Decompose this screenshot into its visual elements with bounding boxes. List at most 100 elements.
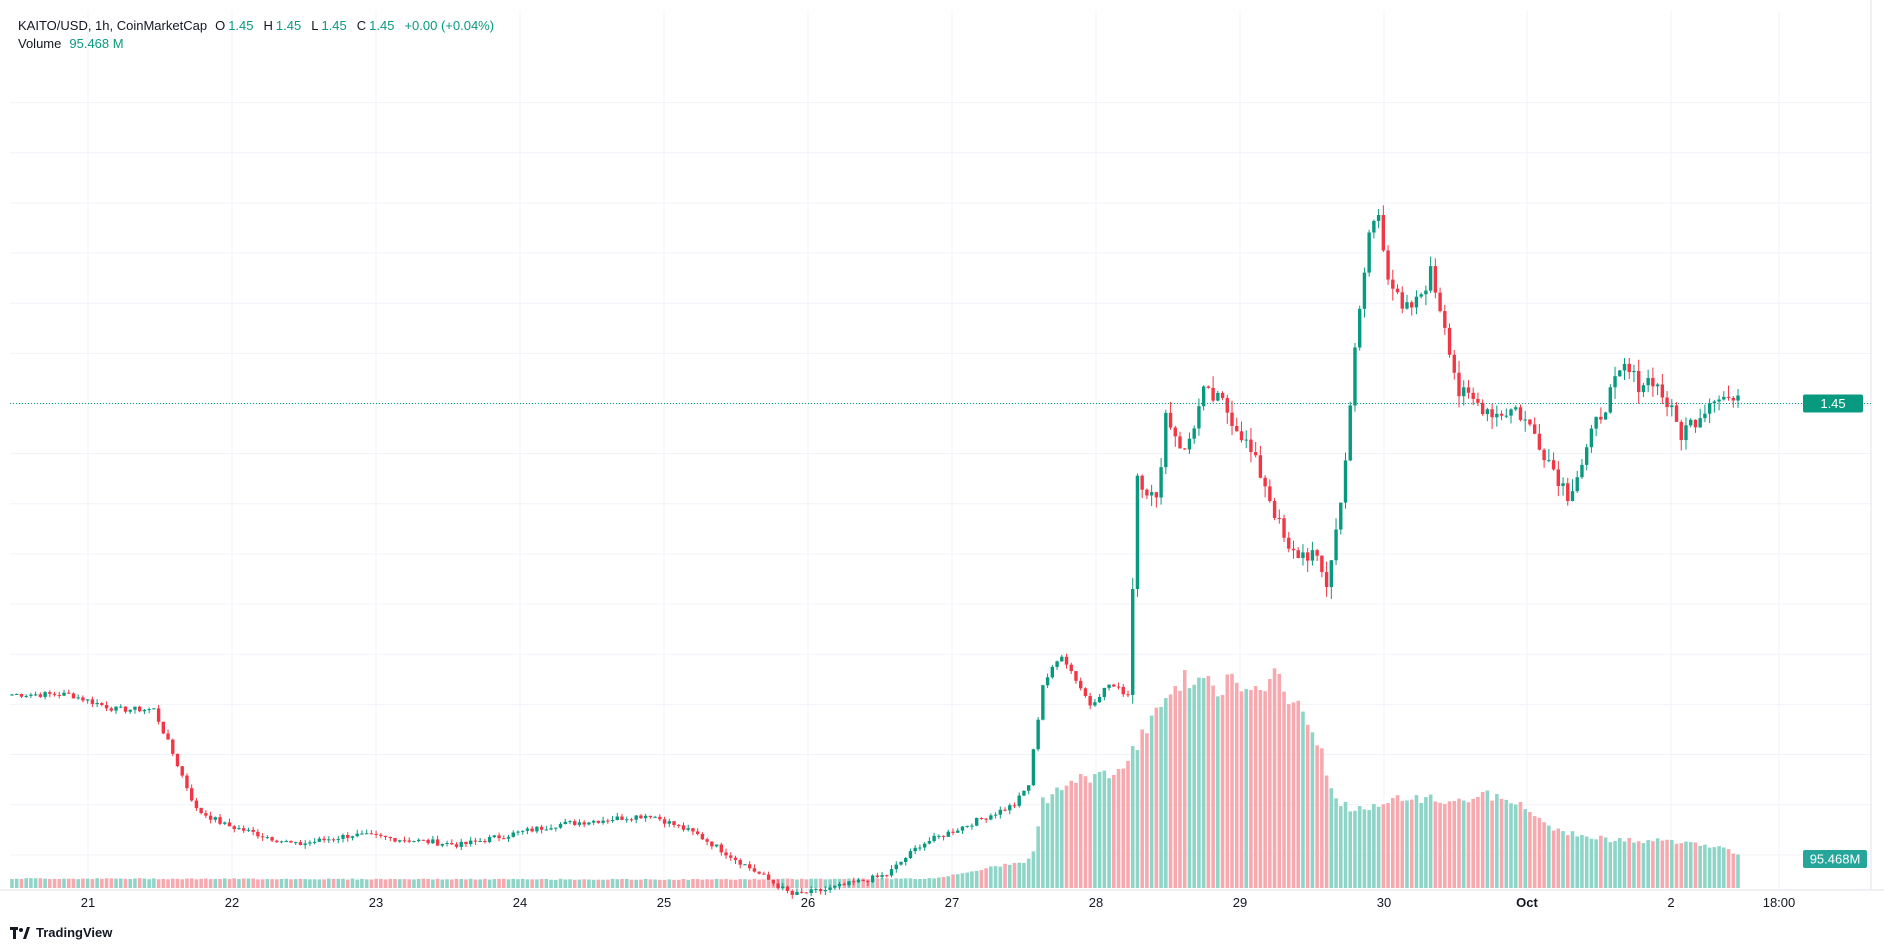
candle-body: [899, 862, 903, 865]
candle-body: [464, 841, 468, 845]
candle-body: [497, 835, 501, 839]
candle-body: [502, 838, 506, 840]
candle-body: [1287, 537, 1291, 549]
volume-bar: [828, 879, 832, 888]
candle-body: [487, 837, 492, 843]
volume-bar: [1736, 854, 1740, 888]
legend-symbol[interactable]: KAITO/USD, 1h, CoinMarketCap: [18, 18, 208, 33]
volume-bar: [1059, 790, 1064, 888]
volume-bar: [1400, 801, 1405, 888]
candle-body: [100, 703, 104, 705]
candle-body: [440, 843, 445, 846]
volume-bar: [1149, 715, 1154, 888]
volume-bar: [24, 878, 28, 888]
candle-body: [970, 825, 974, 827]
volume-bar: [506, 879, 511, 888]
volume-bar: [1230, 673, 1234, 888]
volume-bar: [572, 879, 577, 888]
candle-body: [289, 841, 293, 843]
volume-bar: [1447, 801, 1452, 888]
volume-bar: [1688, 842, 1693, 888]
candle-body: [1235, 426, 1239, 432]
candle-body: [421, 839, 426, 841]
volume-bar: [804, 879, 809, 888]
volume-bar: [1698, 845, 1702, 888]
candle-body: [719, 844, 724, 853]
volume-bar: [1268, 678, 1272, 888]
candle-body: [327, 839, 331, 841]
volume-bar: [1405, 800, 1409, 888]
volume-bar: [606, 879, 610, 888]
candle-body: [1424, 290, 1428, 295]
candle-body: [1041, 685, 1045, 720]
volume-bar: [700, 879, 705, 888]
candle-body: [1414, 296, 1419, 308]
volume-bar: [1679, 843, 1684, 888]
volume-bar: [308, 879, 312, 888]
last-volume-badge: [1803, 850, 1867, 868]
candle-body: [133, 706, 137, 710]
candle-body: [828, 887, 832, 890]
volume-bar: [1168, 694, 1173, 888]
candle-body: [1575, 477, 1579, 492]
volume-bar: [662, 879, 667, 888]
volume-bar: [785, 878, 790, 888]
volume-bar: [133, 878, 137, 888]
volume-bar: [1523, 809, 1527, 888]
candle-body: [237, 828, 241, 830]
candle-body: [1476, 398, 1480, 403]
volume-bar: [189, 878, 194, 888]
volume-bar: [1414, 795, 1419, 888]
candle-body: [1164, 412, 1168, 468]
volume-bar: [1499, 798, 1504, 888]
volume-bar: [951, 874, 955, 888]
volume-bar: [383, 879, 388, 888]
volume-bar: [1329, 788, 1334, 888]
candle-body: [1480, 402, 1485, 415]
candle-body: [610, 819, 615, 821]
candle-body: [1381, 215, 1386, 251]
volume-bar: [374, 878, 378, 888]
candle-body: [511, 832, 515, 837]
candle-body: [549, 828, 553, 830]
volume-bar: [1599, 835, 1603, 888]
candle-body: [369, 833, 374, 835]
candle-body: [379, 834, 383, 836]
volume-bar: [161, 878, 166, 888]
volume-bar: [1206, 676, 1211, 888]
candle-body: [1580, 464, 1584, 478]
candle-body: [691, 828, 695, 832]
candle-body: [1008, 805, 1012, 811]
candle-body: [1428, 266, 1433, 291]
candle-body: [1064, 656, 1069, 665]
volume-bar: [1282, 691, 1286, 888]
candle-body: [927, 841, 932, 844]
volume-bar: [1665, 839, 1669, 888]
volume-bar: [1197, 677, 1201, 888]
candle-body: [752, 868, 757, 872]
candle-body: [1391, 279, 1395, 289]
volume-bar: [1055, 787, 1059, 888]
tradingview-logo[interactable]: TradingView: [10, 925, 112, 940]
candle-body: [1277, 517, 1282, 519]
legend-volume-label[interactable]: Volume: [18, 36, 62, 51]
volume-bar: [1234, 682, 1239, 888]
x-tick-label: 29: [1233, 895, 1247, 910]
volume-bar: [227, 879, 232, 888]
candle-body: [416, 839, 421, 842]
volume-bar: [298, 878, 303, 888]
volume-bar: [1391, 797, 1395, 888]
volume-bar: [922, 878, 927, 888]
volume-bar: [1315, 745, 1319, 888]
volume-bar: [1258, 690, 1263, 888]
volume-bar: [1409, 799, 1414, 888]
candle-body: [1050, 666, 1055, 678]
candle-body: [1126, 694, 1130, 696]
candle-body: [587, 822, 591, 825]
volume-bar: [970, 871, 974, 888]
candle-body: [1613, 376, 1617, 388]
volume-bar: [1310, 732, 1315, 888]
volume-bar: [194, 879, 199, 888]
